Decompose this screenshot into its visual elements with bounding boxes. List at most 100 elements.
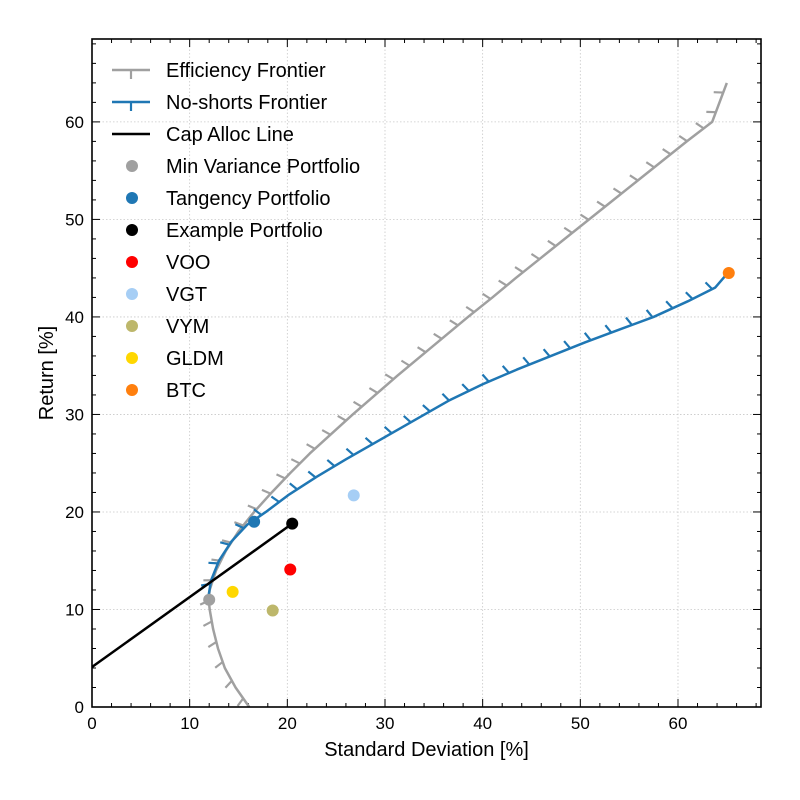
frontier-tick — [695, 122, 705, 130]
frontier-tick — [416, 346, 427, 354]
plot-frame — [91, 38, 762, 708]
tangency-portfolio-point — [248, 515, 261, 528]
frontier-tick — [208, 561, 218, 565]
legend-marker — [126, 384, 138, 396]
vym-point — [266, 604, 279, 617]
y-axis-label: Return [%] — [36, 326, 58, 420]
frontier-tick — [481, 373, 490, 383]
x-tick-label: 10 — [180, 714, 199, 733]
efficiency-frontier-series — [199, 82, 728, 708]
legend-label: VOO — [166, 252, 210, 274]
legend-item-min-variance-portfolio: Min Variance Portfolio — [126, 156, 360, 178]
y-tick-label: 30 — [65, 405, 84, 424]
grid — [92, 39, 761, 707]
frontier-tick — [530, 253, 540, 261]
legend-marker — [126, 224, 138, 236]
frontier-tick — [364, 436, 374, 445]
frontier-tick — [352, 400, 363, 408]
frontier-tick — [465, 305, 475, 313]
legend-label: Tangency Portfolio — [166, 188, 331, 210]
no-shorts-frontier-line — [207, 273, 728, 596]
frontier-tick — [542, 348, 551, 358]
frontier-tick — [563, 340, 572, 349]
vgt-point — [347, 489, 360, 502]
cap-alloc-line-line — [91, 522, 293, 669]
plot-series — [91, 82, 728, 708]
frontier-tick — [625, 316, 633, 326]
frontier-tick — [604, 324, 613, 334]
legend-label: Cap Alloc Line — [166, 124, 294, 146]
legend-marker — [126, 320, 138, 332]
plot-points — [203, 267, 735, 617]
gldm-point — [226, 585, 239, 598]
frontier-tick — [400, 359, 411, 367]
legend-item-gldm: GLDM — [126, 348, 224, 370]
frontier-tick — [219, 541, 230, 546]
frontier-tick — [665, 300, 674, 309]
frontier-tick — [306, 443, 316, 450]
legend-marker — [126, 288, 138, 300]
tick-labels: 0 10 20 30 40 50 60 0 10 20 30 40 50 60 — [65, 113, 687, 733]
frontier-tick — [514, 266, 524, 274]
frontier-tick — [224, 680, 233, 689]
y-tick-label: 10 — [65, 600, 84, 619]
frontier-tick — [501, 365, 510, 374]
legend-item-efficiency-frontier: Efficiency Frontier — [112, 60, 326, 82]
legend-label: VYM — [166, 316, 209, 338]
legend-label: GLDM — [166, 348, 224, 370]
frontier-tick — [547, 239, 557, 247]
cap-alloc-line-series — [91, 522, 293, 669]
frontier-tick — [433, 332, 443, 340]
no-shorts-frontier-series — [200, 273, 728, 596]
legend-label: Efficiency Frontier — [166, 60, 326, 82]
frontier-tick — [307, 470, 317, 479]
example-portfolio-point — [286, 517, 299, 530]
y-tick-label: 50 — [65, 210, 84, 229]
frontier-tick — [580, 213, 590, 221]
x-tick-label: 20 — [278, 714, 297, 733]
legend-marker — [126, 352, 138, 364]
frontier-tick — [612, 187, 623, 195]
frontier-tick — [449, 319, 459, 327]
frontier-tick — [422, 404, 431, 413]
frontier-tick — [234, 523, 245, 530]
legend-item-vym: VYM — [126, 316, 209, 338]
x-tick-label: 50 — [571, 714, 590, 733]
y-tick-label: 0 — [75, 698, 84, 717]
legend-label: Min Variance Portfolio — [166, 156, 360, 178]
frontier-tick — [207, 641, 217, 648]
frontier-tick — [403, 415, 412, 424]
x-tick-label: 30 — [376, 714, 395, 733]
legend-marker — [126, 160, 138, 172]
legend-item-vgt: VGT — [126, 284, 207, 306]
frontier-tick — [645, 309, 654, 318]
y-tick-label: 40 — [65, 308, 84, 327]
legend: Efficiency Frontier No-shorts Frontier Cap… — [112, 60, 360, 402]
frontier-tick — [441, 392, 450, 402]
legend-marker — [126, 192, 138, 204]
y-tick-label: 60 — [65, 113, 84, 132]
frontier-tick — [345, 447, 355, 456]
efficiency-frontier-line — [207, 82, 728, 708]
frontier-tick — [202, 620, 213, 627]
frontier-tick — [253, 508, 263, 516]
frontier-tick — [522, 356, 531, 366]
frontier-tick — [290, 458, 301, 465]
frontier-tick — [678, 134, 688, 143]
frontier-tick — [368, 387, 379, 394]
legend-item-cap-alloc-line: Cap Alloc Line — [112, 124, 294, 146]
legend-label: Example Portfolio — [166, 220, 323, 242]
frontier-tick — [629, 174, 639, 182]
frontier-tick — [685, 291, 694, 300]
frontier-tick — [662, 148, 672, 156]
legend-marker — [126, 256, 138, 268]
frontier-tick — [247, 504, 258, 511]
frontier-tick — [563, 226, 573, 234]
x-axis-label: Standard Deviation [%] — [324, 739, 529, 761]
frontier-tick — [321, 429, 331, 436]
min-variance-portfolio-point — [203, 593, 216, 606]
legend-label: VGT — [166, 284, 207, 306]
frontier-tick — [236, 697, 245, 707]
y-tick-label: 20 — [65, 503, 84, 522]
